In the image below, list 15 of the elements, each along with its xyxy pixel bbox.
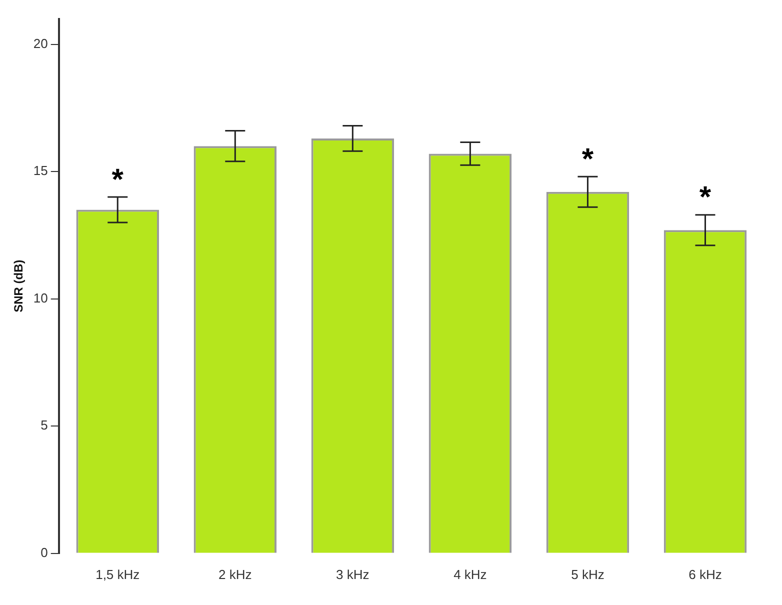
data-label: * — [112, 163, 124, 196]
y-tick-label: 10 — [33, 290, 48, 306]
x-tick-label: 1,5 kHz — [96, 566, 140, 582]
x-tick-label: 6 kHz — [688, 566, 722, 582]
y-axis-title: SNR (dB) — [12, 260, 26, 312]
y-tick-label: 20 — [33, 36, 48, 51]
x-tick-label: 2 kHz — [218, 566, 252, 582]
data-label: * — [582, 142, 594, 176]
y-tick-label: 0 — [40, 544, 48, 560]
y-tick-label: 5 — [40, 418, 48, 433]
x-tick-label: 5 kHz — [571, 566, 604, 582]
data-label: * — [699, 181, 712, 214]
x-tick-label: 3 kHz — [336, 566, 370, 582]
y-tick-label: 15 — [33, 163, 48, 178]
x-tick-label: 4 kHz — [454, 566, 487, 582]
